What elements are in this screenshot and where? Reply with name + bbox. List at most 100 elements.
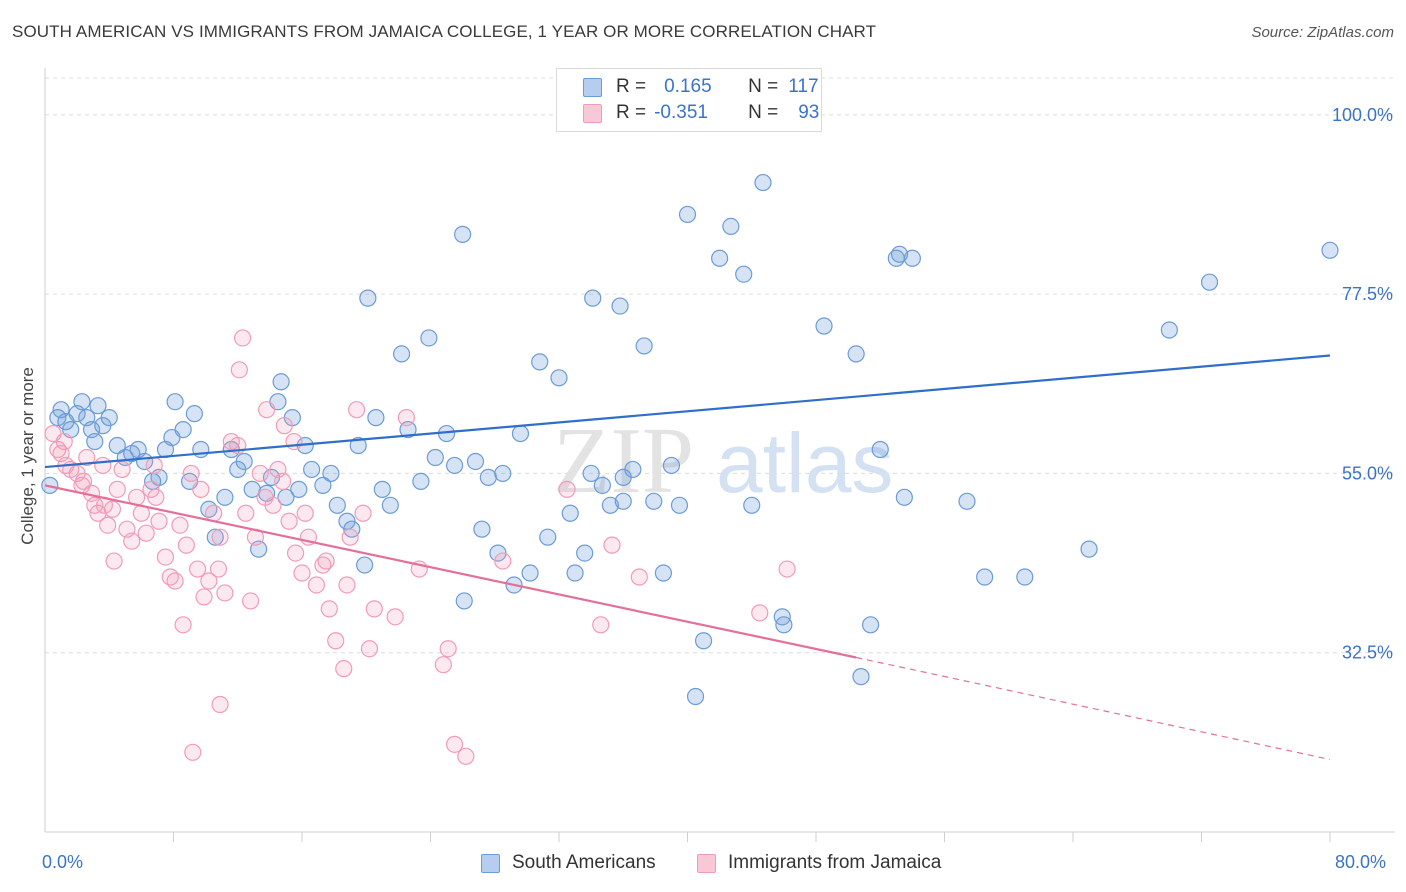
y-tick-labels: 100.0% 77.5% 55.0% 32.5% <box>1332 105 1393 663</box>
south-american-point <box>290 480 308 498</box>
jamaica-point <box>457 747 475 765</box>
south-american-point <box>670 496 689 514</box>
south-american-point <box>1080 540 1098 558</box>
jamaica-point <box>251 464 269 483</box>
y-tick-label: 100.0% <box>1332 105 1393 125</box>
south-american-point <box>584 289 602 307</box>
trend-line-jamaica-extended <box>856 656 1331 761</box>
jamaica-point <box>592 616 610 634</box>
jamaica-point <box>74 472 93 490</box>
south-american-point <box>593 476 611 494</box>
chart-title: SOUTH AMERICAN VS IMMIGRANTS FROM JAMAIC… <box>12 22 877 41</box>
jamaica-point <box>751 604 769 622</box>
south-american-point <box>531 353 549 371</box>
trend-line-jamaica <box>44 484 857 659</box>
south-american-point <box>611 297 629 315</box>
south-american-point <box>1160 321 1178 339</box>
jamaica-point <box>216 584 234 602</box>
jamaica-point <box>365 600 383 618</box>
jamaica-point <box>182 464 200 483</box>
south-american-point <box>635 337 653 355</box>
x-tick-max: 80.0% <box>1335 852 1387 872</box>
legend-row-jamaica: R = -0.351 N = 93 <box>583 101 819 125</box>
jamaica-point <box>211 695 229 714</box>
jamaica-point <box>354 504 372 522</box>
south-american-point <box>89 397 107 415</box>
jamaica-point <box>105 552 123 570</box>
south-american-point <box>322 464 340 483</box>
jamaica-point <box>94 456 112 475</box>
jamaica-point <box>55 432 73 451</box>
jamaica-point <box>195 588 213 606</box>
south-american-point <box>847 345 865 363</box>
south-american-point <box>624 460 642 479</box>
south-american-point <box>73 393 91 411</box>
south-american-point <box>678 205 697 224</box>
south-american-point <box>392 345 411 363</box>
jamaica-point <box>307 576 326 594</box>
south-american-point <box>654 564 673 582</box>
jamaica-point <box>99 516 117 534</box>
legend-n-value: 93 <box>798 102 820 123</box>
jamaica-point <box>184 743 202 761</box>
series-legend-item-jamaica: Immigrants from Jamaica <box>697 852 941 874</box>
series-swatch-blue <box>481 853 500 873</box>
south-american-point <box>412 472 430 490</box>
south-american-point <box>86 432 104 451</box>
jamaica-point <box>230 361 248 379</box>
jamaica-point <box>397 409 416 427</box>
jamaica-point <box>242 592 260 610</box>
south-american-point <box>192 440 210 459</box>
south-american-point <box>216 488 234 506</box>
south-american-point <box>645 492 663 510</box>
series-swatch-pink <box>697 853 716 873</box>
jamaica-point <box>171 516 189 534</box>
jamaica-point <box>439 640 457 658</box>
south-american-point <box>521 564 539 582</box>
jamaica-point <box>200 572 218 590</box>
trend-line-south-americans <box>44 354 1331 469</box>
south-american-point <box>852 668 870 686</box>
jamaica-point <box>78 448 96 467</box>
south-american-point <box>539 528 557 546</box>
south-american-point <box>494 464 512 483</box>
south-american-point <box>1321 241 1339 259</box>
jamaica-point <box>137 524 155 542</box>
y-tick-label: 77.5% <box>1342 284 1393 304</box>
jamaica-point <box>603 536 621 554</box>
south-american-point <box>1016 568 1034 586</box>
legend-r-value: 0.165 <box>664 76 712 97</box>
jamaica-point <box>233 329 252 347</box>
jamaica-point <box>360 640 379 658</box>
south-american-point <box>359 289 377 307</box>
south-american-point <box>108 436 126 455</box>
south-american-point <box>185 405 203 423</box>
points <box>41 173 1339 765</box>
source-label: Source: ZipAtlas.com <box>1251 24 1394 41</box>
jamaica-point <box>113 460 131 479</box>
south-american-point <box>561 504 579 522</box>
south-american-point <box>206 528 224 546</box>
south-american-point <box>576 544 594 562</box>
watermark: ZIP atlas <box>553 409 893 513</box>
x-tick-min: 0.0% <box>42 852 84 872</box>
south-american-point <box>722 217 740 235</box>
south-american-point <box>662 456 681 475</box>
legend-r-value: -0.351 <box>654 102 708 123</box>
south-american-point <box>479 468 497 487</box>
south-american-point <box>895 488 913 506</box>
south-american-point <box>174 420 192 439</box>
south-american-point <box>903 249 921 267</box>
legend-swatch-blue <box>583 77 602 97</box>
jamaica-point <box>258 401 276 419</box>
jamaica-point <box>285 432 303 451</box>
jamaica-point <box>209 560 228 578</box>
jamaica-point <box>293 564 311 582</box>
south-american-point <box>773 608 791 626</box>
south-american-point <box>686 687 705 706</box>
jamaica-point <box>264 496 282 514</box>
south-american-point <box>862 616 880 634</box>
watermark-atlas: atlas <box>716 416 893 510</box>
series-legend: South Americans Immigrants from Jamaica <box>0 852 1406 878</box>
south-american-point <box>743 496 761 514</box>
